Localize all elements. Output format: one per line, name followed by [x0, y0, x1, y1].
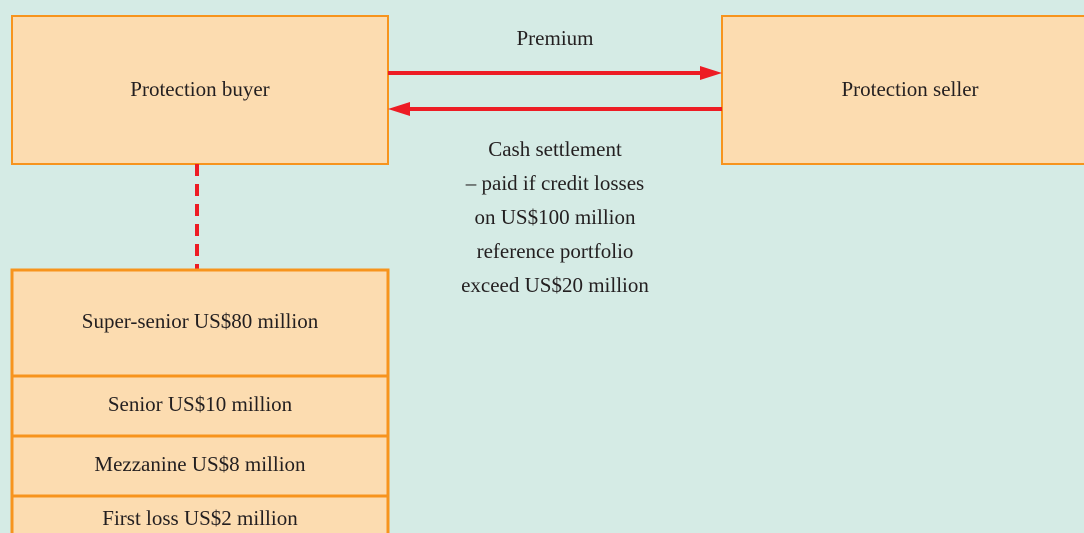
settlement-label: Cash settlement — [488, 137, 622, 161]
tranche-box — [10, 494, 390, 533]
buyer-box — [11, 15, 389, 165]
tranche-label: Senior US$10 million — [108, 392, 293, 416]
arrowhead — [700, 66, 722, 80]
seller-label: Protection seller — [841, 77, 978, 101]
tranche-label: Mezzanine US$8 million — [94, 452, 306, 476]
tranche-label: Super-senior US$80 million — [82, 309, 319, 333]
tranche-box — [10, 434, 390, 498]
seller-box — [721, 15, 1084, 165]
buyer-label: Protection buyer — [130, 77, 269, 101]
premium-label: Premium — [517, 26, 594, 50]
settlement-label: reference portfolio — [477, 239, 634, 263]
tranche-label: First loss US$2 million — [102, 506, 298, 530]
settlement-label: exceed US$20 million — [461, 273, 649, 297]
settlement-label: – paid if credit losses — [465, 171, 644, 195]
settlement-label: on US$100 million — [474, 205, 636, 229]
tranche-box — [10, 268, 390, 378]
arrowhead — [388, 102, 410, 116]
